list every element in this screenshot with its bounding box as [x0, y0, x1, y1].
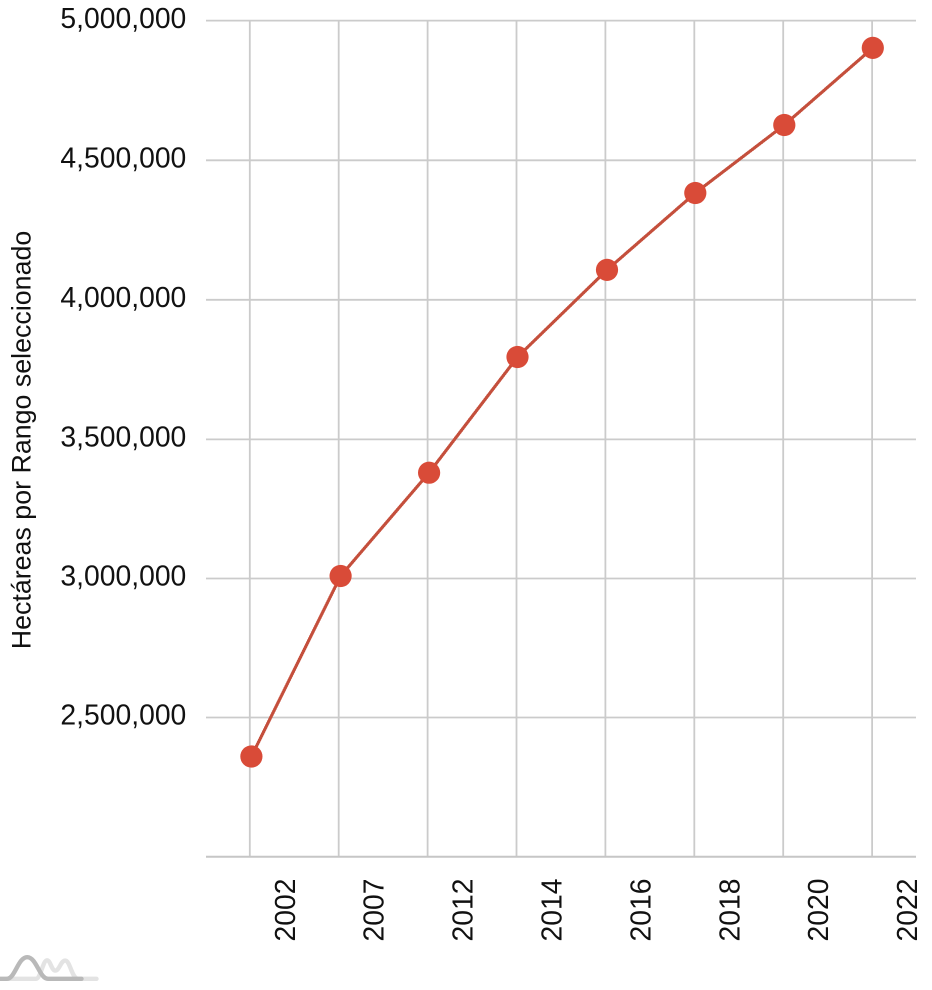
svg-text:2014: 2014: [536, 879, 568, 942]
svg-text:3,500,000: 3,500,000: [60, 421, 186, 453]
svg-text:Hectáreas por Rango selecciona: Hectáreas por Rango seleccionado: [6, 231, 36, 650]
svg-text:2012: 2012: [447, 879, 479, 942]
svg-text:4,500,000: 4,500,000: [60, 142, 186, 174]
svg-text:2016: 2016: [624, 879, 656, 942]
svg-text:2,500,000: 2,500,000: [60, 699, 186, 731]
svg-text:2018: 2018: [713, 879, 745, 942]
svg-text:5,000,000: 5,000,000: [60, 2, 186, 34]
svg-text:4,000,000: 4,000,000: [60, 281, 186, 313]
svg-text:2007: 2007: [358, 879, 390, 942]
svg-text:2022: 2022: [891, 879, 923, 942]
svg-text:2002: 2002: [269, 879, 301, 942]
svg-text:2020: 2020: [802, 879, 834, 942]
svg-text:3,000,000: 3,000,000: [60, 560, 186, 592]
